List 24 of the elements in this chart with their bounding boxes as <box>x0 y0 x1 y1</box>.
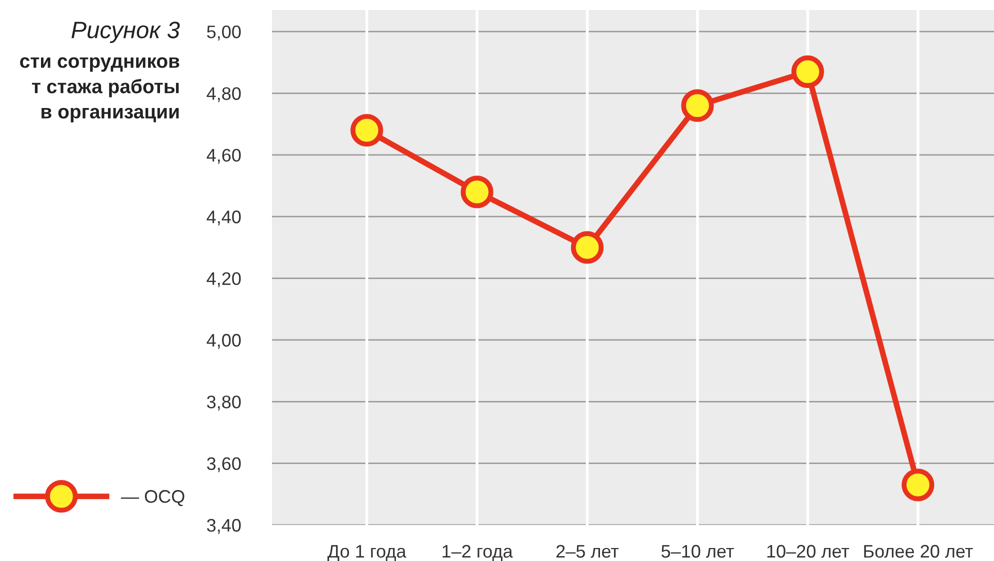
point <box>460 176 494 208</box>
y-tick-label: 5,00 <box>207 26 241 40</box>
text: — OCQ <box>120 490 184 506</box>
y-tick-label: 3,80 <box>206 396 241 410</box>
y-tick-label: 4,40 <box>206 210 241 226</box>
x-tick-label: 2–5 лет <box>556 544 619 558</box>
x-tick-label: До 1 года <box>327 545 406 561</box>
x-tick-label: 1–2 года <box>442 544 513 561</box>
point <box>681 89 714 122</box>
x-tick-label: Более 20 лет <box>864 544 973 558</box>
point <box>902 468 934 502</box>
x-tick-label: 10–20 лет <box>767 544 850 558</box>
y-tick-label: 4,60 <box>206 148 241 164</box>
point <box>570 231 604 264</box>
text: сти сотрудников т стажа работы в организации <box>20 57 180 122</box>
y-tick-label: 4,00 <box>206 334 241 349</box>
y-tick-label: 3,60 <box>206 457 241 472</box>
point <box>791 55 824 88</box>
y-tick-label: 4,20 <box>206 272 241 288</box>
y-tick-label: 4,80 <box>206 87 241 102</box>
x-tick-label: 5–10 лет <box>662 544 734 558</box>
chart-title: Рисунок 3 <box>72 22 180 44</box>
point <box>350 114 384 147</box>
y-tick-label: 3,40 <box>206 518 241 534</box>
